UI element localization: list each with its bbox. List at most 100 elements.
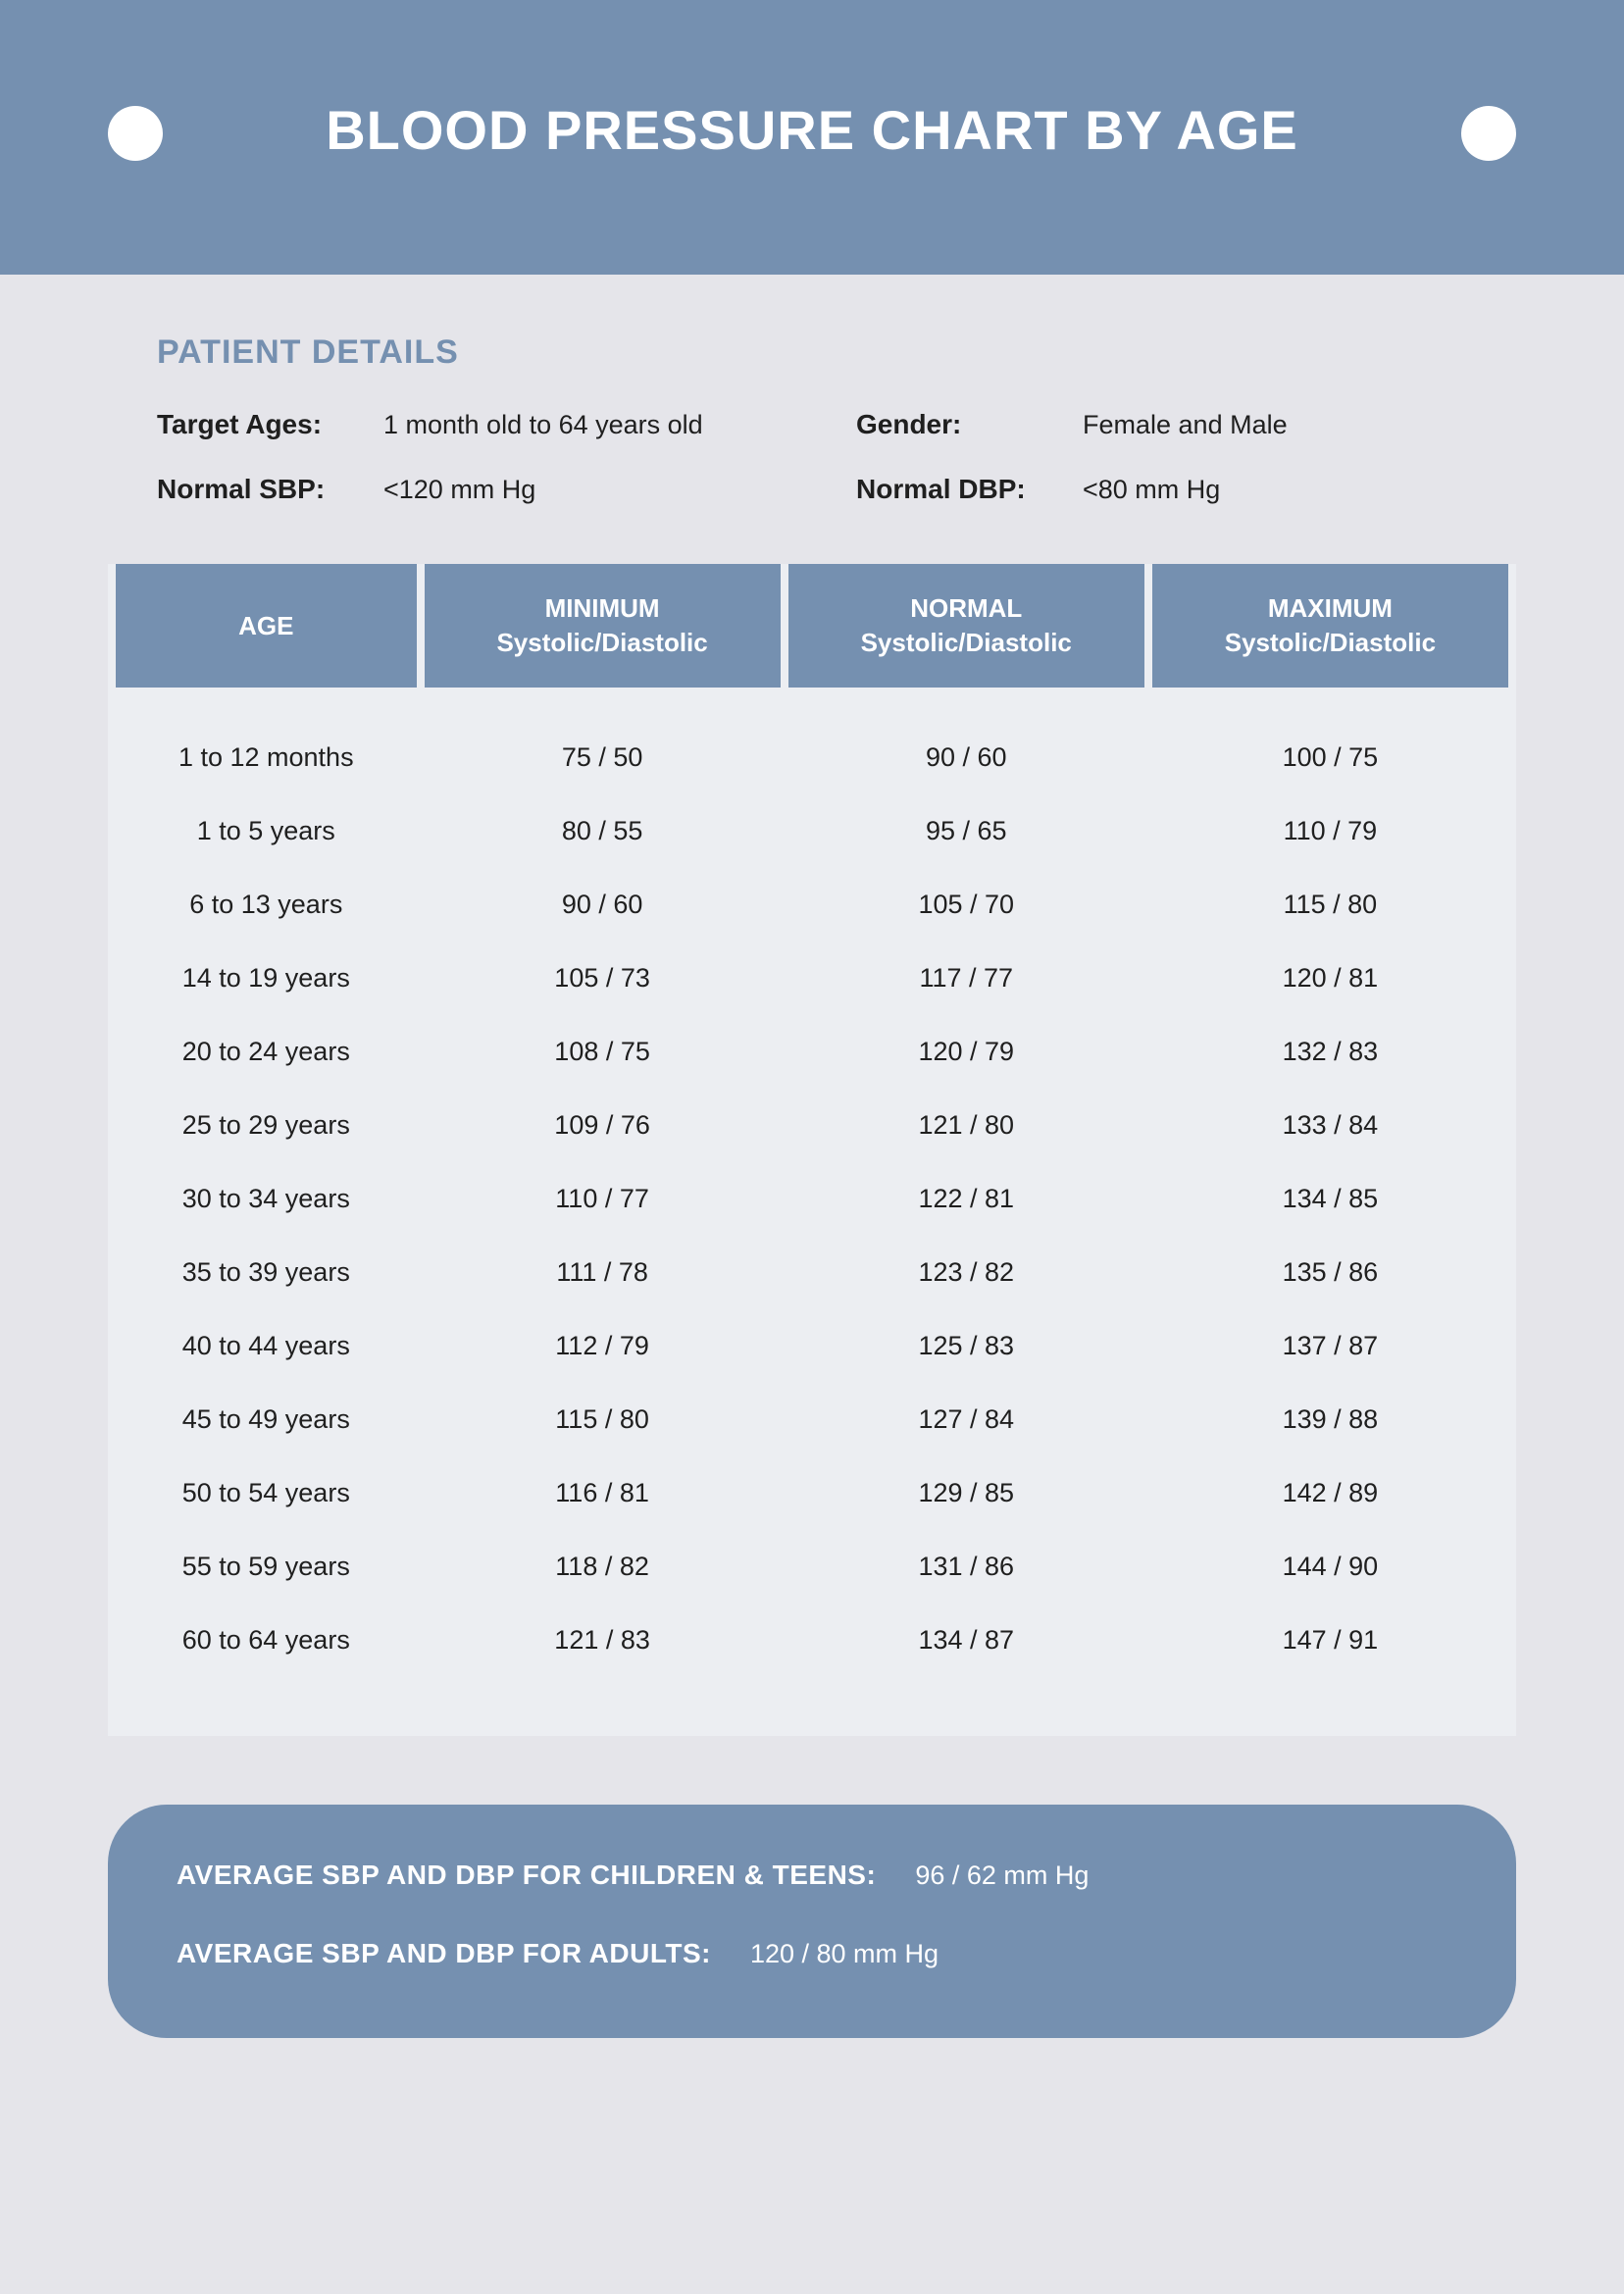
- table-cell: 6 to 13 years: [116, 868, 417, 942]
- table-cell: 134 / 85: [1152, 1162, 1508, 1236]
- table-cell: 129 / 85: [788, 1456, 1144, 1530]
- detail-label: Target Ages:: [157, 409, 358, 440]
- table-cell: 127 / 84: [788, 1383, 1144, 1456]
- table-cell: 110 / 77: [425, 1162, 781, 1236]
- table-row: 1 to 5 years80 / 5595 / 65110 / 79: [116, 794, 1508, 868]
- summary-adults: AVERAGE SBP AND DBP FOR ADULTS: 120 / 80…: [177, 1938, 1447, 1969]
- detail-value: <120 mm Hg: [383, 475, 535, 505]
- table-cell: 147 / 91: [1152, 1604, 1508, 1677]
- table-cell: 120 / 79: [788, 1015, 1144, 1089]
- bp-table-head: AGE MINIMUM Systolic/Diastolic NORMAL Sy…: [116, 564, 1508, 688]
- summary-label: AVERAGE SBP AND DBP FOR CHILDREN & TEENS…: [177, 1860, 876, 1891]
- col-sub: Systolic/Diastolic: [434, 626, 771, 660]
- table-row: 60 to 64 years121 / 83134 / 87147 / 91: [116, 1604, 1508, 1677]
- content-area: PATIENT DETAILS Target Ages: 1 month old…: [0, 275, 1624, 2116]
- detail-normal-dbp: Normal DBP: <80 mm Hg: [856, 474, 1516, 505]
- table-row: 35 to 39 years111 / 78123 / 82135 / 86: [116, 1236, 1508, 1309]
- table-row: 14 to 19 years105 / 73117 / 77120 / 81: [116, 942, 1508, 1015]
- col-normal: NORMAL Systolic/Diastolic: [788, 564, 1144, 688]
- table-cell: 108 / 75: [425, 1015, 781, 1089]
- detail-value: <80 mm Hg: [1083, 475, 1220, 505]
- table-row: 40 to 44 years112 / 79125 / 83137 / 87: [116, 1309, 1508, 1383]
- table-cell: 131 / 86: [788, 1530, 1144, 1604]
- summary-panel: AVERAGE SBP AND DBP FOR CHILDREN & TEENS…: [108, 1805, 1516, 2038]
- col-top: NORMAL: [910, 593, 1022, 623]
- col-top: AGE: [238, 611, 293, 640]
- table-cell: 120 / 81: [1152, 942, 1508, 1015]
- detail-label: Normal DBP:: [856, 474, 1057, 505]
- table-cell: 112 / 79: [425, 1309, 781, 1383]
- table-cell: 142 / 89: [1152, 1456, 1508, 1530]
- table-cell: 95 / 65: [788, 794, 1144, 868]
- table-row: 30 to 34 years110 / 77122 / 81134 / 85: [116, 1162, 1508, 1236]
- col-age: AGE: [116, 564, 417, 688]
- table-cell: 105 / 70: [788, 868, 1144, 942]
- table-cell: 139 / 88: [1152, 1383, 1508, 1456]
- table-cell: 60 to 64 years: [116, 1604, 417, 1677]
- table-row: 45 to 49 years115 / 80127 / 84139 / 88: [116, 1383, 1508, 1456]
- table-cell: 121 / 83: [425, 1604, 781, 1677]
- page-title: BLOOD PRESSURE CHART BY AGE: [326, 98, 1298, 162]
- page-header: BLOOD PRESSURE CHART BY AGE: [0, 0, 1624, 275]
- detail-value: Female and Male: [1083, 410, 1288, 440]
- table-cell: 75 / 50: [425, 688, 781, 794]
- bp-table: AGE MINIMUM Systolic/Diastolic NORMAL Sy…: [108, 564, 1516, 1677]
- table-cell: 122 / 81: [788, 1162, 1144, 1236]
- table-cell: 35 to 39 years: [116, 1236, 417, 1309]
- table-cell: 30 to 34 years: [116, 1162, 417, 1236]
- detail-label: Gender:: [856, 409, 1057, 440]
- detail-gender: Gender: Female and Male: [856, 409, 1516, 440]
- table-cell: 134 / 87: [788, 1604, 1144, 1677]
- table-cell: 116 / 81: [425, 1456, 781, 1530]
- table-cell: 1 to 5 years: [116, 794, 417, 868]
- table-cell: 14 to 19 years: [116, 942, 417, 1015]
- bp-table-container: AGE MINIMUM Systolic/Diastolic NORMAL Sy…: [108, 564, 1516, 1736]
- table-cell: 1 to 12 months: [116, 688, 417, 794]
- table-row: 25 to 29 years109 / 76121 / 80133 / 84: [116, 1089, 1508, 1162]
- table-cell: 111 / 78: [425, 1236, 781, 1309]
- table-cell: 105 / 73: [425, 942, 781, 1015]
- table-cell: 100 / 75: [1152, 688, 1508, 794]
- col-sub: Systolic/Diastolic: [798, 626, 1135, 660]
- col-maximum: MAXIMUM Systolic/Diastolic: [1152, 564, 1508, 688]
- detail-value: 1 month old to 64 years old: [383, 410, 703, 440]
- table-cell: 55 to 59 years: [116, 1530, 417, 1604]
- table-cell: 110 / 79: [1152, 794, 1508, 868]
- table-cell: 50 to 54 years: [116, 1456, 417, 1530]
- bp-table-body: 1 to 12 months75 / 5090 / 60100 / 751 to…: [116, 688, 1508, 1677]
- table-cell: 115 / 80: [425, 1383, 781, 1456]
- table-cell: 40 to 44 years: [116, 1309, 417, 1383]
- table-cell: 121 / 80: [788, 1089, 1144, 1162]
- detail-normal-sbp: Normal SBP: <120 mm Hg: [157, 474, 817, 505]
- col-top: MINIMUM: [545, 593, 660, 623]
- table-cell: 80 / 55: [425, 794, 781, 868]
- col-top: MAXIMUM: [1268, 593, 1393, 623]
- table-cell: 90 / 60: [788, 688, 1144, 794]
- patient-details-grid: Target Ages: 1 month old to 64 years old…: [157, 409, 1516, 505]
- summary-value: 120 / 80 mm Hg: [750, 1939, 939, 1969]
- table-row: 20 to 24 years108 / 75120 / 79132 / 83: [116, 1015, 1508, 1089]
- table-cell: 125 / 83: [788, 1309, 1144, 1383]
- summary-label: AVERAGE SBP AND DBP FOR ADULTS:: [177, 1938, 711, 1969]
- table-cell: 45 to 49 years: [116, 1383, 417, 1456]
- summary-value: 96 / 62 mm Hg: [915, 1861, 1089, 1891]
- decorative-circle-right: [1461, 106, 1516, 161]
- table-cell: 133 / 84: [1152, 1089, 1508, 1162]
- col-minimum: MINIMUM Systolic/Diastolic: [425, 564, 781, 688]
- table-cell: 109 / 76: [425, 1089, 781, 1162]
- table-cell: 132 / 83: [1152, 1015, 1508, 1089]
- table-cell: 144 / 90: [1152, 1530, 1508, 1604]
- table-row: 50 to 54 years116 / 81129 / 85142 / 89: [116, 1456, 1508, 1530]
- table-cell: 115 / 80: [1152, 868, 1508, 942]
- table-row: 55 to 59 years118 / 82131 / 86144 / 90: [116, 1530, 1508, 1604]
- table-cell: 25 to 29 years: [116, 1089, 417, 1162]
- table-cell: 118 / 82: [425, 1530, 781, 1604]
- table-cell: 90 / 60: [425, 868, 781, 942]
- decorative-circle-left: [108, 106, 163, 161]
- detail-target-ages: Target Ages: 1 month old to 64 years old: [157, 409, 817, 440]
- table-row: 1 to 12 months75 / 5090 / 60100 / 75: [116, 688, 1508, 794]
- detail-label: Normal SBP:: [157, 474, 358, 505]
- table-cell: 117 / 77: [788, 942, 1144, 1015]
- table-cell: 123 / 82: [788, 1236, 1144, 1309]
- table-cell: 20 to 24 years: [116, 1015, 417, 1089]
